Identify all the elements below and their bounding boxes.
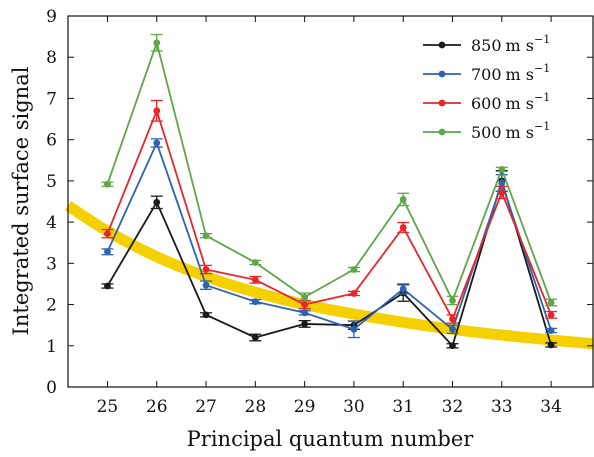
data-point [547, 341, 555, 349]
x-tick-label: 29 [294, 397, 316, 417]
x-tick-label: 33 [491, 397, 513, 417]
fit-curve [64, 201, 594, 350]
legend-label: 600 m s−1 [471, 91, 550, 113]
y-tick-label: 0 [46, 378, 57, 398]
data-point [251, 259, 259, 266]
data-point [251, 334, 259, 341]
legend-value: 600 [471, 94, 502, 113]
data-point [449, 342, 456, 350]
data-point [399, 224, 407, 231]
data-point [104, 230, 111, 238]
data-point [399, 196, 407, 203]
legend-exponent: −1 [534, 91, 550, 104]
legend-swatch-marker [438, 99, 446, 107]
y-tick-label: 8 [46, 48, 57, 68]
data-point [399, 285, 407, 293]
series-layer [101, 33, 558, 350]
data-point [547, 311, 555, 319]
y-tick-label: 6 [46, 131, 57, 151]
data-point [153, 107, 161, 115]
data-point [104, 282, 111, 290]
data-point [350, 266, 358, 273]
legend-label: 500 m s−1 [471, 120, 550, 142]
data-point [153, 39, 161, 47]
legend-label: 700 m s−1 [471, 62, 550, 84]
data-point [498, 165, 506, 173]
legend-unit: m s [506, 123, 534, 142]
fit-curve-layer [64, 201, 594, 350]
legend-unit: m s [506, 36, 534, 55]
legend-item: 500 m s−1 [423, 120, 550, 142]
data-point [104, 180, 111, 188]
x-tick-label: 31 [392, 397, 414, 417]
data-point [301, 301, 309, 308]
legend-swatch-marker [438, 70, 446, 78]
data-point [449, 325, 456, 333]
data-point [350, 325, 358, 333]
data-point [202, 266, 210, 273]
legend-swatch-marker [438, 128, 446, 136]
data-point [547, 327, 555, 334]
data-point [202, 311, 210, 319]
data-point [251, 276, 259, 284]
y-tick-label: 4 [46, 213, 57, 233]
y-tick-label: 1 [46, 337, 57, 357]
x-tick-label: 25 [97, 397, 119, 417]
data-point [301, 320, 309, 328]
data-point [449, 297, 456, 304]
series-line [106, 41, 552, 303]
data-point [498, 179, 506, 187]
data-point [153, 139, 161, 147]
y-tick-label: 9 [46, 7, 57, 27]
legend-label: 850 m s−1 [471, 33, 550, 55]
x-tick-label: 28 [245, 397, 267, 417]
data-point [153, 198, 161, 206]
legend-value: 700 [471, 65, 502, 84]
legend-unit: m s [506, 65, 534, 84]
legend-exponent: −1 [534, 33, 550, 46]
legend-swatch-marker [438, 41, 446, 49]
data-point [350, 290, 358, 297]
legend-item: 700 m s−1 [423, 62, 550, 84]
y-axis-title: Integrated surface signal [9, 66, 33, 335]
series-500 [101, 33, 558, 307]
y-tick-label: 2 [46, 296, 57, 316]
data-point [498, 189, 506, 196]
x-tick-label: 26 [146, 397, 168, 417]
legend-item: 850 m s−1 [423, 33, 550, 55]
data-point [301, 293, 309, 301]
x-tick-label: 30 [343, 397, 365, 417]
data-point [104, 248, 111, 256]
x-tick-label: 27 [195, 397, 217, 417]
legend-unit: m s [506, 94, 534, 113]
series-line [106, 179, 552, 347]
data-point [251, 298, 259, 306]
legend-value: 850 [471, 36, 502, 55]
x-tick-label: 32 [442, 397, 464, 417]
data-point [202, 281, 210, 289]
legend-exponent: −1 [534, 62, 550, 75]
y-tick-label: 3 [46, 254, 57, 274]
data-point [301, 309, 309, 317]
data-point [202, 232, 210, 240]
data-point [547, 299, 555, 306]
x-tick-label: 34 [540, 397, 562, 417]
data-point [449, 315, 456, 323]
legend-item: 600 m s−1 [423, 91, 550, 113]
y-tick-label: 7 [46, 89, 57, 109]
y-tick-label: 5 [46, 172, 57, 192]
legend-value: 500 [471, 123, 502, 142]
legend-exponent: −1 [534, 120, 550, 133]
x-axis-title: Principal quantum number [187, 427, 475, 451]
plot-frame [67, 15, 594, 388]
series-line [106, 109, 552, 320]
